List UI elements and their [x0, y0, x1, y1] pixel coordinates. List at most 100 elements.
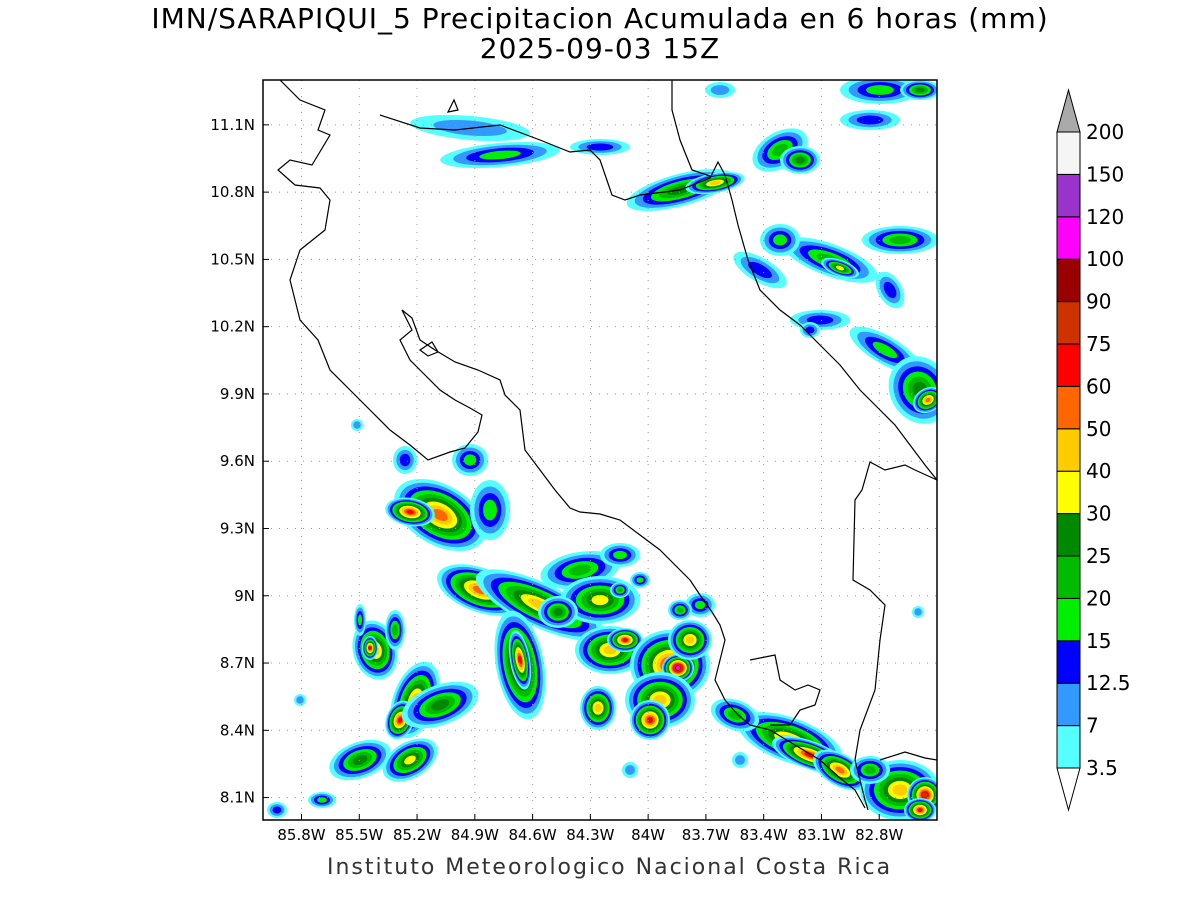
colorbar-label: 120 [1086, 205, 1124, 229]
precip-contour [397, 717, 403, 723]
lat-tick-label: 10.5N [210, 250, 255, 268]
precip-contour [804, 752, 816, 758]
precip-contour [925, 397, 931, 403]
colorbar-label: 3.5 [1086, 756, 1118, 780]
chart-subtitle-datetime: 2025-09-03 15Z [479, 32, 721, 65]
precip-contour [866, 85, 894, 95]
precip-contour [709, 180, 721, 186]
lat-tick-label: 9.9N [220, 385, 255, 403]
precip-contour [317, 797, 327, 803]
precip-contour [517, 655, 523, 665]
precip-contour [915, 87, 925, 93]
precip-contour [392, 624, 398, 636]
lon-tick-label: 85.5W [335, 826, 383, 844]
precip-contour [404, 755, 416, 765]
peninsula-outline [749, 654, 821, 726]
precip-contour [568, 564, 592, 576]
colorbar-swatch [1056, 343, 1081, 387]
lake-outline [446, 98, 459, 113]
lat-tick-label: 9N [234, 587, 255, 605]
precip-contour [864, 766, 876, 774]
precip-contour [728, 710, 742, 720]
pacific-coastline [277, 80, 866, 809]
precip-contour [917, 808, 923, 812]
precip-contour [586, 143, 614, 151]
precip-contour [835, 265, 845, 271]
colorbar-label: 75 [1086, 332, 1111, 356]
precip-contour [617, 587, 623, 593]
precip-contour [553, 608, 563, 616]
lon-tick-label: 85.2W [393, 826, 441, 844]
precip-contour [795, 156, 805, 164]
colorbar-swatch [1056, 173, 1081, 218]
colorbar-label: 50 [1086, 417, 1111, 441]
colorbar-swatch [1056, 258, 1081, 303]
island-outline [418, 341, 439, 357]
colorbar-label: 150 [1086, 162, 1124, 186]
colorbar-label: 90 [1086, 290, 1111, 314]
precip-contour [296, 696, 304, 704]
precip-contour [676, 666, 680, 670]
colorbar-swatch [1056, 301, 1081, 345]
precip-contour [352, 755, 368, 765]
precip-contour [483, 499, 497, 521]
colorbar-swatch [1056, 555, 1081, 599]
colorbar-label: 30 [1086, 502, 1111, 526]
lon-tick-label: 83.4W [740, 826, 788, 844]
colorbar-label: 40 [1086, 459, 1111, 483]
precip-contour [872, 341, 898, 359]
precip-contour [432, 508, 448, 522]
precip-contour [479, 150, 521, 160]
colorbar-label: 15 [1086, 629, 1111, 653]
precip-contour [594, 703, 602, 713]
lon-tick-label: 84.6W [508, 826, 556, 844]
precip-contour [835, 766, 845, 774]
colorbar-swatch [1056, 597, 1081, 642]
latitude-axis: 11.1N 10.8N 10.5N 10.2N 9.9N 9.6N 9.3N 9N 8.7N 8.… [210, 116, 269, 807]
precip-contour [430, 699, 450, 711]
lat-tick-label: 9.6N [220, 452, 255, 470]
lon-tick-label: 82.8W [855, 826, 903, 844]
colorbar-label: 200 [1086, 120, 1124, 144]
lat-tick-label: 9.3N [220, 519, 255, 537]
precip-contour [710, 85, 730, 95]
coastline-borders [277, 80, 937, 811]
colorbar-swatch [1056, 131, 1081, 175]
colorbar-label: 25 [1086, 544, 1111, 568]
map-frame [262, 79, 938, 821]
precip-contour [914, 608, 922, 616]
colorbar-min-arrow [1056, 767, 1081, 812]
precip-contour [856, 115, 884, 125]
colorbar-swatch [1056, 385, 1081, 430]
colorbar-swatch [1056, 470, 1081, 515]
precip-contour [622, 638, 628, 642]
lat-tick-label: 10.2N [210, 318, 255, 336]
colorbar-label: 60 [1086, 374, 1111, 398]
colorbar-swatch [1056, 725, 1081, 769]
lon-tick-label: 84.3W [566, 826, 614, 844]
lon-tick-label: 84.9W [451, 826, 499, 844]
precip-contour [889, 236, 911, 244]
precip-contour [773, 234, 787, 246]
precipitation-field [267, 80, 937, 820]
colorbar-swatch [1056, 428, 1081, 472]
precip-contour [883, 281, 897, 299]
precip-contour [613, 550, 627, 560]
precip-contour [892, 784, 908, 796]
footer-credit: Instituto Meteorologico Nacional Costa R… [327, 855, 893, 880]
chart-title: IMN/SARAPIQUI_5 Precipitacion Acumulada … [151, 2, 1049, 35]
caribbean-coastline-north [671, 80, 711, 177]
lat-tick-label: 8.4N [220, 721, 255, 739]
precip-contour [399, 453, 411, 467]
colorbar-swatch [1056, 682, 1081, 727]
precip-contour [646, 716, 654, 724]
lat-tick-label: 11.1N [210, 116, 255, 134]
precip-contour [636, 577, 644, 583]
precip-contour [463, 454, 477, 466]
precip-contour [806, 315, 834, 325]
colorbar-label: 20 [1086, 586, 1111, 610]
precip-contour [272, 806, 282, 814]
colorbar-swatch [1056, 216, 1081, 260]
precip-contour [625, 765, 635, 775]
